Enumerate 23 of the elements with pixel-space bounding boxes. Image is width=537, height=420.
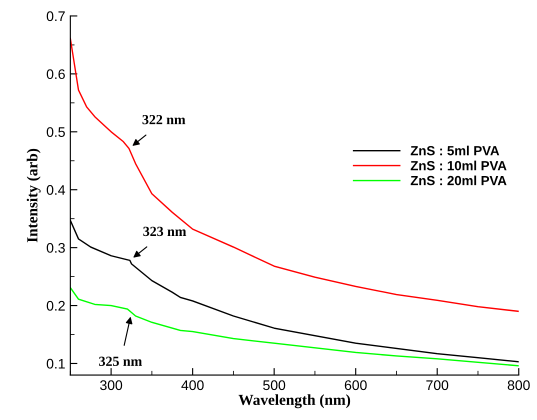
y-tick-label: 0.1 bbox=[46, 358, 65, 369]
y-tick-label: 0.6 bbox=[46, 69, 65, 80]
x-tick-label: 800 bbox=[508, 380, 530, 390]
y-tick-label: 0.2 bbox=[46, 300, 65, 311]
y-tick-label: 0.3 bbox=[46, 242, 65, 253]
legend-label: ZnS : 5ml PVA bbox=[410, 146, 500, 156]
annotation: 323 nm bbox=[143, 226, 186, 236]
y-tick-label: 0.7 bbox=[46, 11, 65, 22]
x-tick-label: 400 bbox=[181, 380, 204, 390]
legend-label: ZnS : 10ml PVA bbox=[410, 160, 507, 170]
x-axis-title: Wavelength (nm) bbox=[238, 394, 350, 408]
x-tick-label: 500 bbox=[263, 380, 286, 390]
y-tick-label: 0.4 bbox=[46, 185, 66, 195]
x-tick-label: 300 bbox=[100, 380, 122, 390]
line-series bbox=[70, 286, 519, 366]
annotation: 322 nm bbox=[142, 114, 186, 124]
line-series bbox=[70, 38, 519, 312]
annotation: 325 nm bbox=[99, 356, 142, 366]
y-tick-label: 0.5 bbox=[46, 127, 65, 137]
y-axis-title: Intensity (arb) bbox=[26, 148, 41, 242]
x-tick-label: 600 bbox=[344, 380, 367, 390]
legend-label: ZnS : 20ml PVA bbox=[410, 176, 507, 186]
x-tick-label: 700 bbox=[426, 380, 448, 390]
